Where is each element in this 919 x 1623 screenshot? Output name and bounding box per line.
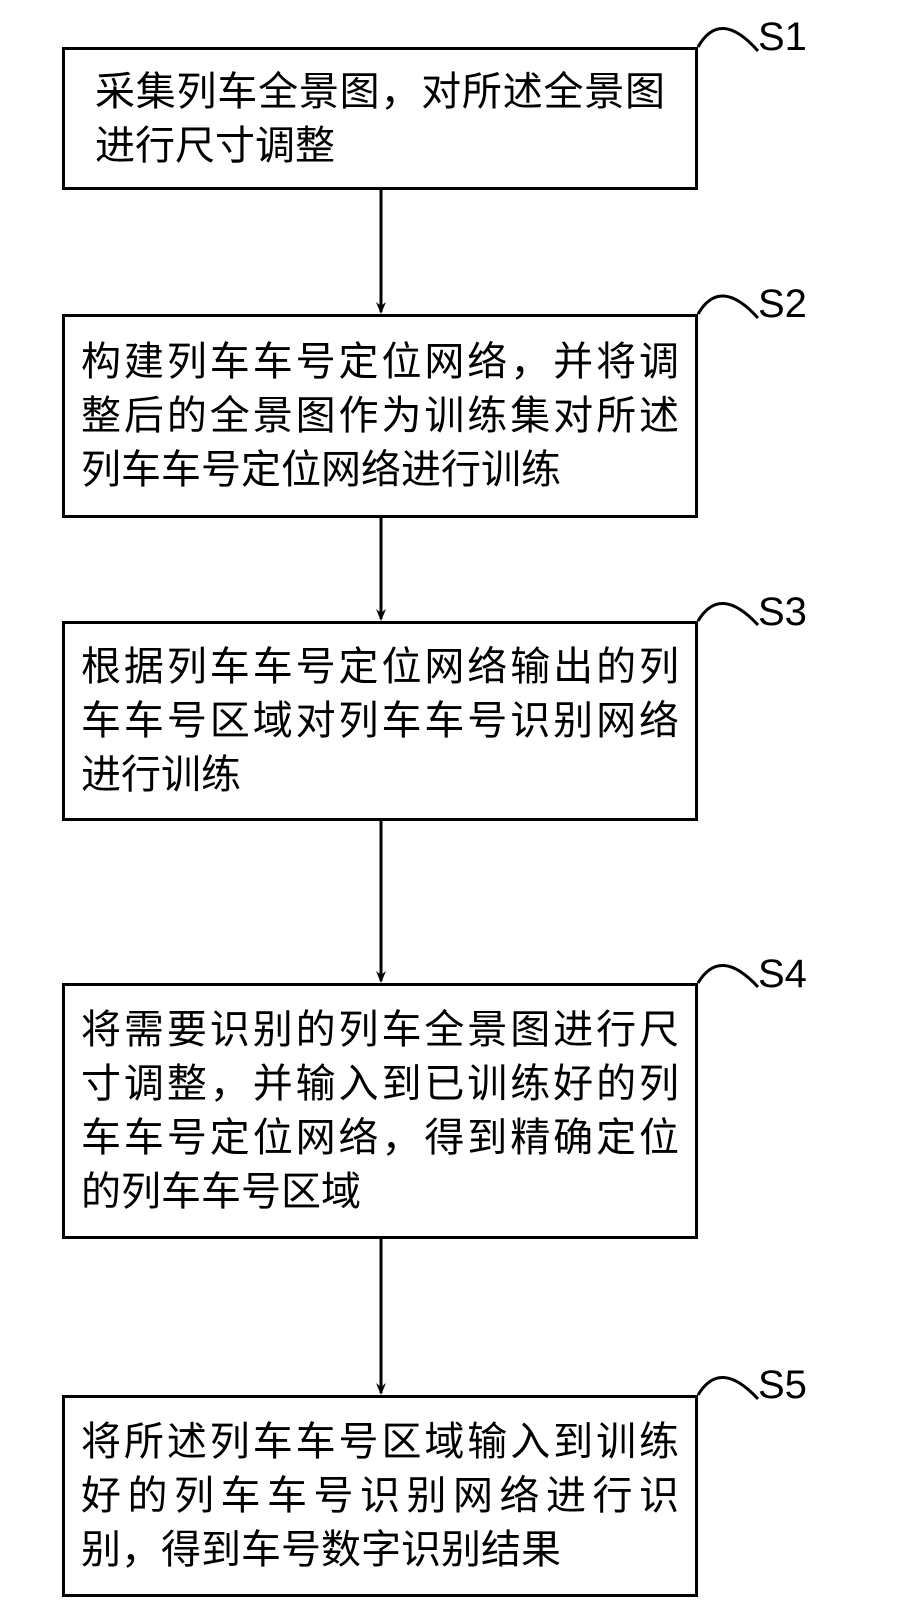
step-label-s1: S1 [758,15,807,60]
flow-node-text: 采集列车全景图，对所述全景图进行尺寸调整 [95,65,665,173]
step-label-s3: S3 [758,590,807,635]
flow-node-s3: 根据列车车号定位网络输出的列车车号区域对列车车号识别网络进行训练 [62,621,698,821]
step-label-s5: S5 [758,1363,807,1408]
step-label-s4: S4 [758,952,807,997]
flow-node-text: 将所述列车车号区域输入到训练好的列车车号识别网络进行识别，得到车号数字识别结果 [81,1415,679,1577]
flow-node-text: 根据列车车号定位网络输出的列车车号区域对列车车号识别网络进行训练 [81,640,679,802]
flow-node-s2: 构建列车车号定位网络，并将调整后的全景图作为训练集对所述列车车号定位网络进行训练 [62,314,698,518]
flow-node-text: 将需要识别的列车全景图进行尺寸调整，并输入到已训练好的列车车号定位网络，得到精确… [81,1003,679,1219]
flow-node-s1: 采集列车全景图，对所述全景图进行尺寸调整 [62,47,698,190]
step-label-s2: S2 [758,282,807,327]
flowchart-canvas: 采集列车全景图，对所述全景图进行尺寸调整 S1 构建列车车号定位网络，并将调整后的全… [0,0,919,1623]
flow-node-text: 构建列车车号定位网络，并将调整后的全景图作为训练集对所述列车车号定位网络进行训练 [81,335,679,497]
flow-node-s5: 将所述列车车号区域输入到训练好的列车车号识别网络进行识别，得到车号数字识别结果 [62,1395,698,1597]
flow-node-s4: 将需要识别的列车全景图进行尺寸调整，并输入到已训练好的列车车号定位网络，得到精确… [62,983,698,1239]
